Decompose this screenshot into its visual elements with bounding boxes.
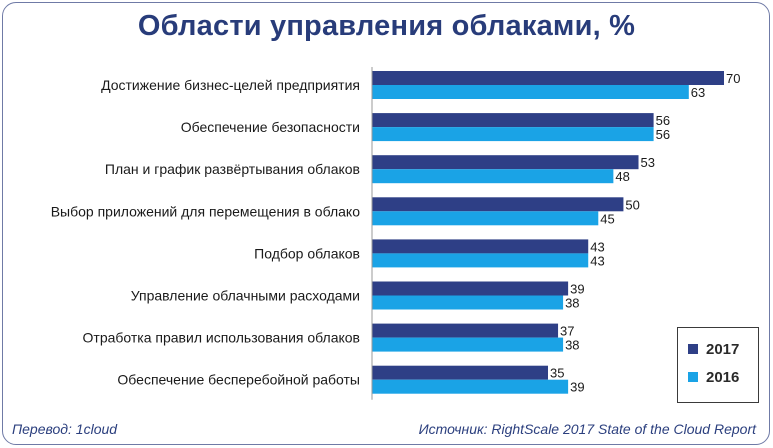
bar-2016 <box>372 253 589 268</box>
value-label-2016: 38 <box>565 338 579 353</box>
source-credit: Источник: RightScale 2017 State of the C… <box>418 421 756 437</box>
legend-swatch-2016 <box>688 372 698 382</box>
category-label: Достижение бизнес-целей предприятия <box>101 77 360 93</box>
bar-2017 <box>372 323 559 338</box>
category-label: План и график развёртывания облаков <box>105 161 360 177</box>
value-label-2017: 35 <box>550 366 564 381</box>
value-label-2017: 70 <box>726 71 740 86</box>
category-labels-group: Достижение бизнес-целей предприятия Обесп… <box>51 77 361 388</box>
legend-label-2016: 2016 <box>706 368 740 386</box>
bar-2017 <box>372 281 569 296</box>
legend-swatch-2017 <box>688 344 698 354</box>
bar-2017 <box>372 71 724 85</box>
category-label: Управление облачными расходами <box>131 288 360 304</box>
legend-item-2016: 2016 <box>688 368 740 386</box>
legend: 2017 2016 <box>677 327 759 403</box>
value-label-2017: 50 <box>625 197 639 212</box>
bar-2017 <box>372 113 654 128</box>
category-label: Отработка правил использования облаков <box>83 330 360 346</box>
translation-credit: Перевод: 1cloud <box>12 421 118 437</box>
bar-2016 <box>372 295 564 310</box>
chart-title: Области управления облаками, % <box>137 10 636 42</box>
bar-2016 <box>372 85 689 99</box>
value-label-2017: 39 <box>570 282 584 297</box>
bar-2017 <box>372 155 639 170</box>
category-label: Обеспечение бесперебойной работы <box>117 372 360 388</box>
bar-2016 <box>372 127 654 142</box>
category-label: Обеспечение безопасности <box>181 119 360 135</box>
value-label-2016: 45 <box>600 211 614 226</box>
value-label-2016: 48 <box>615 169 629 184</box>
bar-2017 <box>372 239 589 254</box>
value-label-2017: 56 <box>656 113 670 128</box>
value-label-2016: 56 <box>656 127 670 142</box>
value-label-2016: 63 <box>691 85 705 100</box>
category-label: Подбор облаков <box>254 245 360 261</box>
value-label-2016: 38 <box>565 296 579 311</box>
bar-2016 <box>372 337 564 352</box>
bar-2017 <box>372 197 624 212</box>
value-label-2017: 53 <box>641 155 655 170</box>
legend-item-2017: 2017 <box>688 340 740 358</box>
bar-2016 <box>372 379 569 394</box>
value-label-2016: 43 <box>590 253 604 268</box>
value-label-2017: 37 <box>560 324 574 339</box>
category-label: Выбор приложений для перемещения в облак… <box>51 203 361 219</box>
legend-label-2017: 2017 <box>706 340 740 358</box>
bar-2017 <box>372 365 548 380</box>
bar-2016 <box>372 211 599 226</box>
bars-group <box>371 67 724 400</box>
value-label-2016: 39 <box>570 380 584 395</box>
value-label-2017: 43 <box>590 239 604 254</box>
bar-2016 <box>372 169 614 184</box>
